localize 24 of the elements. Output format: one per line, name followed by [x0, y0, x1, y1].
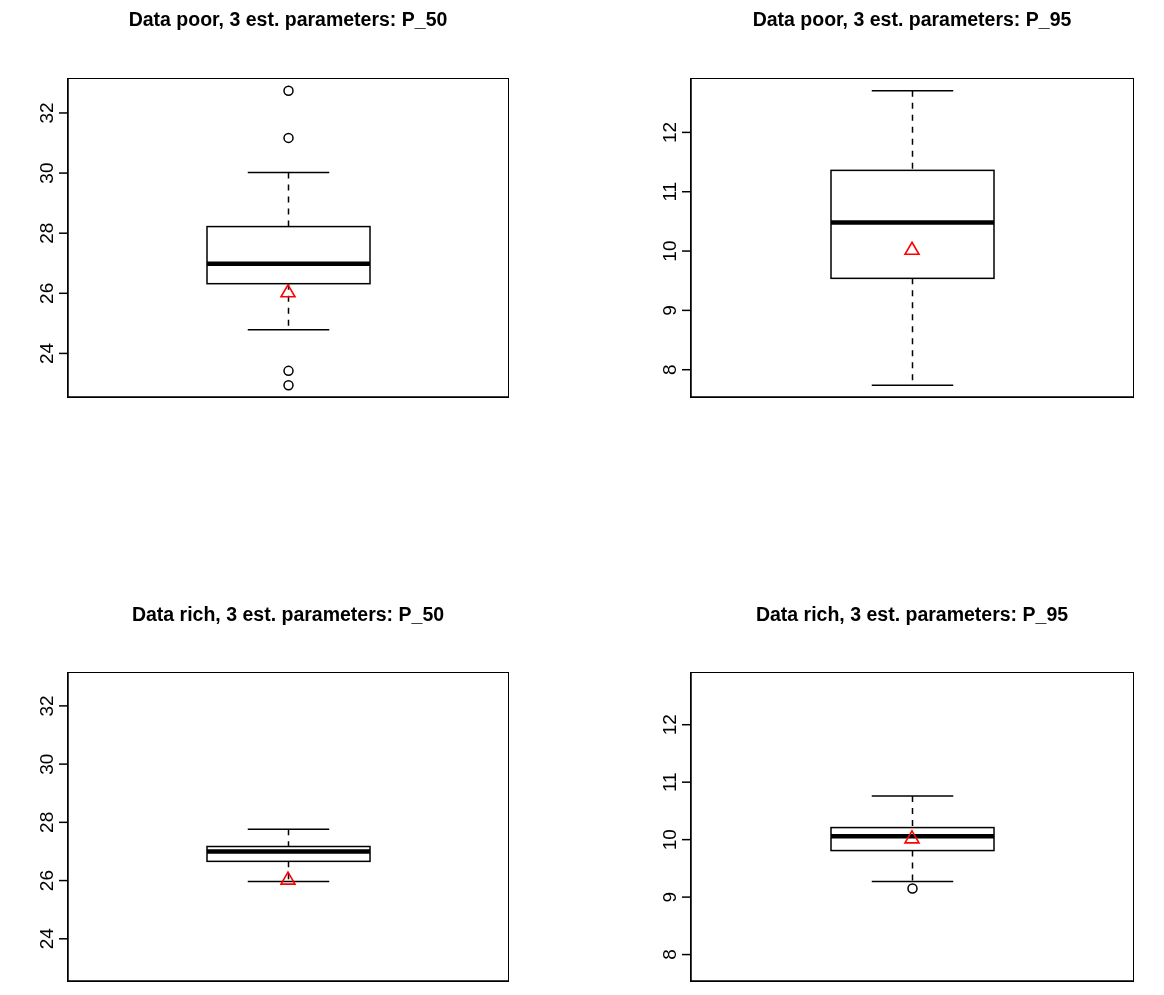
y-tick-label: 10 — [659, 240, 680, 262]
y-tick-label: 26 — [36, 869, 57, 892]
y-tick-label: 9 — [659, 305, 680, 316]
y-tick-label: 28 — [36, 811, 57, 833]
y-tick-label: 12 — [659, 121, 680, 143]
y-tick-label: 10 — [659, 829, 680, 851]
chart-title: Data poor, 3 est. parameters: P_95 — [751, 8, 1073, 31]
y-tick-label: 9 — [659, 891, 680, 903]
y-tick-label: 8 — [659, 949, 680, 960]
chart-title: Data poor, 3 est. parameters: P_50 — [127, 8, 449, 31]
y-tick-label: 30 — [36, 162, 57, 184]
y-tick-label: 24 — [36, 927, 57, 950]
y-tick-label: 8 — [659, 364, 680, 375]
y-tick-label: 30 — [36, 753, 57, 775]
y-tick-label: 32 — [36, 102, 57, 124]
y-tick-label: 32 — [36, 695, 57, 717]
y-tick-label: 11 — [659, 181, 680, 202]
y-tick-label: 28 — [36, 222, 57, 244]
y-tick-label: 26 — [36, 282, 57, 304]
y-tick-label: 12 — [659, 714, 680, 736]
y-tick-label: 11 — [659, 772, 680, 793]
y-tick-label: 24 — [36, 342, 57, 364]
chart-title: Data rich, 3 est. parameters: P_50 — [130, 603, 446, 626]
chart-title: Data rich, 3 est. parameters: P_95 — [754, 603, 1070, 626]
